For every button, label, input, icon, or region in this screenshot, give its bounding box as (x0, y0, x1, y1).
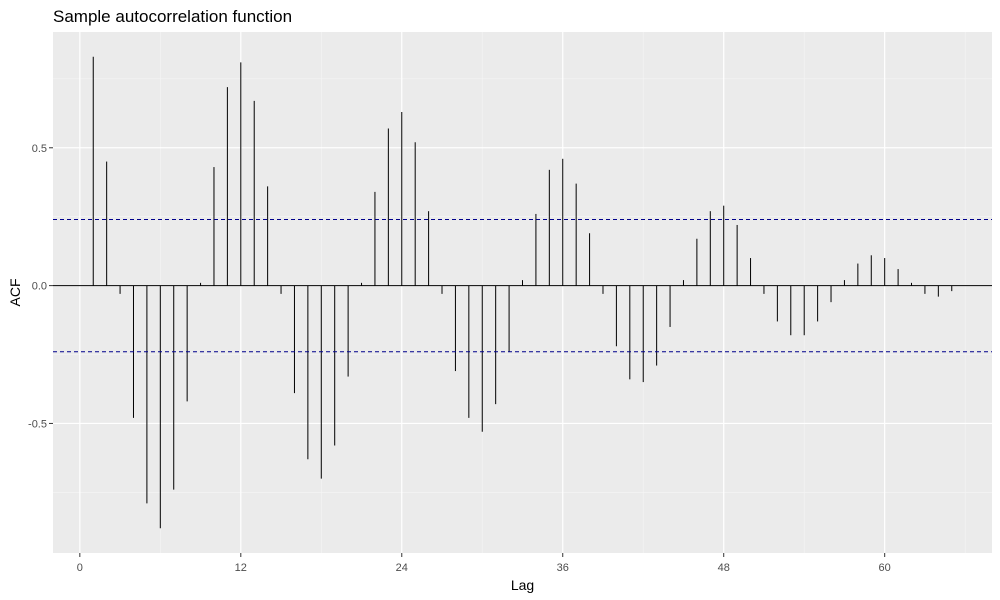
x-tick-label: 36 (557, 562, 569, 574)
y-tick-label: -0.5 (28, 418, 47, 430)
y-tick-label: 0.5 (32, 143, 47, 155)
x-axis-title: Lag (511, 577, 534, 593)
x-tick-label: 12 (235, 562, 247, 574)
y-tick-label: 0.0 (32, 281, 47, 293)
x-tick-label: 60 (879, 562, 891, 574)
x-tick-label: 24 (396, 562, 408, 574)
y-axis-title: ACF (7, 279, 23, 307)
plot-panel (53, 32, 992, 553)
confidence-bounds (53, 218, 992, 353)
acf-bars (53, 56, 992, 529)
x-tick-label: 0 (77, 562, 83, 574)
y-axis-ticks: -0.5 0.0 0.5 (28, 143, 53, 430)
x-tick-label: 48 (718, 562, 730, 574)
x-axis-ticks: 0 12 24 36 48 60 (77, 553, 891, 574)
chart-title: Sample autocorrelation function (53, 7, 292, 26)
